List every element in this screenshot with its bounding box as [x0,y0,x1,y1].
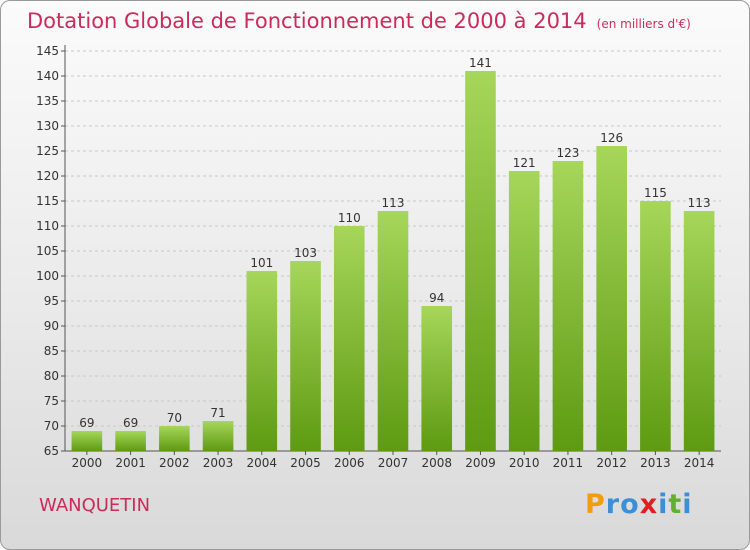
x-tick-label: 2005 [290,456,321,470]
y-tick-label: 65 [44,444,59,458]
data-label: 101 [250,256,273,270]
bar [115,431,146,451]
data-label: 113 [382,196,405,210]
y-tick-label: 100 [36,269,59,283]
data-label: 94 [429,291,444,305]
logo-letter: P [585,489,606,520]
logo-letter: t [668,489,683,520]
bar [202,421,234,451]
unit-label: (en milliers d'€) [596,17,691,31]
y-tick-label: 140 [36,69,59,83]
data-label: 71 [210,406,225,420]
x-tick-label: 2012 [596,456,627,470]
x-tick-label: 2000 [72,456,103,470]
logo-letter: r [605,489,621,520]
logo-letter: o [620,489,640,520]
bar [377,211,409,451]
bar [465,71,496,451]
x-tick-label: 2009 [465,456,496,470]
y-tick-label: 130 [36,119,59,133]
bar [552,161,584,451]
bar [159,426,190,451]
x-tick-label: 2007 [378,456,409,470]
bar [683,211,715,451]
data-label: 103 [294,246,317,260]
data-label: 126 [600,131,623,145]
y-tick-label: 75 [44,394,59,408]
x-tick-label: 2006 [334,456,365,470]
y-tick-label: 70 [44,419,59,433]
data-label: 70 [167,411,182,425]
chart-title-text: Dotation Globale de Fonctionnement de 20… [27,9,587,33]
x-tick-label: 2002 [159,456,190,470]
y-tick-label: 120 [36,169,59,183]
proxiti-logo: Proxiti [585,489,693,520]
bar [290,261,321,451]
logo-letter: i [658,489,669,520]
bar [421,306,453,451]
y-tick-label: 95 [44,294,59,308]
y-tick-label: 90 [44,319,59,333]
data-label: 115 [644,186,667,200]
x-tick-label: 2008 [421,456,452,470]
bar [246,271,278,451]
x-tick-label: 2004 [247,456,278,470]
x-tick-label: 2010 [509,456,540,470]
data-label: 69 [79,416,94,430]
bar [640,201,671,451]
y-tick-label: 135 [36,94,59,108]
bar [596,146,627,451]
y-tick-label: 110 [36,219,59,233]
bar [508,171,540,451]
y-tick-label: 125 [36,144,59,158]
logo-letter: i [682,489,693,520]
y-tick-label: 115 [36,194,59,208]
bar [71,431,103,451]
y-tick-label: 85 [44,344,59,358]
y-tick-label: 80 [44,369,59,383]
data-label: 121 [513,156,536,170]
x-tick-label: 2003 [203,456,234,470]
y-tick-label: 105 [36,244,59,258]
x-tick-label: 2011 [553,456,584,470]
commune-name: WANQUETIN [39,495,151,516]
x-tick-label: 2013 [640,456,671,470]
data-label: 141 [469,56,492,70]
x-tick-label: 2014 [684,456,715,470]
data-label: 113 [688,196,711,210]
data-label: 69 [123,416,138,430]
data-label: 123 [556,146,579,160]
bar [333,226,365,451]
chart-title: Dotation Globale de Fonctionnement de 20… [27,9,691,33]
data-label: 110 [338,211,361,225]
y-tick-label: 145 [36,44,59,58]
logo-letter: x [639,489,659,520]
x-tick-label: 2001 [115,456,146,470]
